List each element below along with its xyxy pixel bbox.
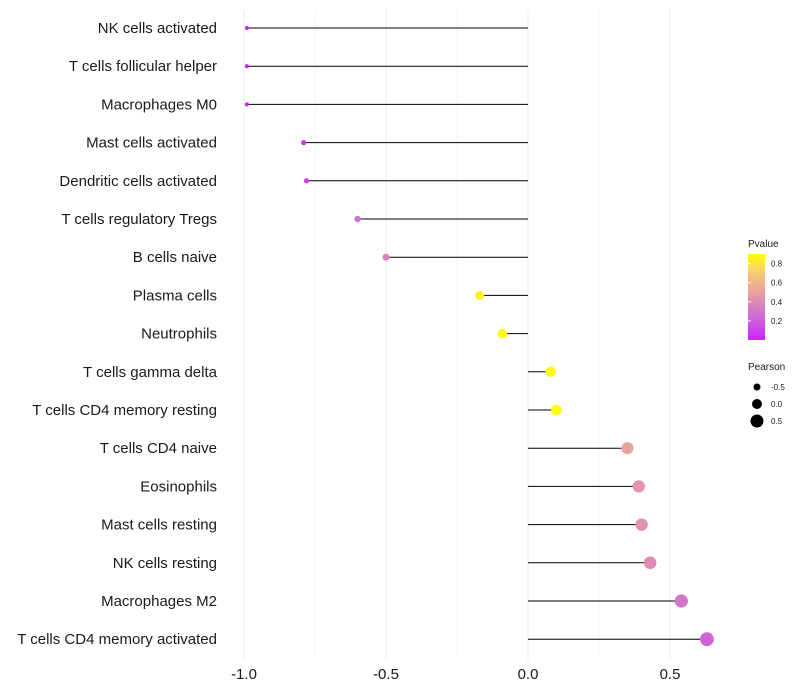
point-1 [244, 64, 249, 69]
pvalue-legend: Pvalue 0.8 0.6 0.4 0.2 [748, 239, 783, 340]
pearson-legend-title: Pearson [748, 362, 785, 373]
y-label-1: T cells follicular helper [69, 58, 217, 75]
y-label-13: Mast cells resting [101, 517, 217, 534]
point-2 [244, 102, 249, 107]
pearson-legend-label-1: 0.0 [771, 400, 783, 409]
y-label-16: T cells CD4 memory activated [17, 631, 217, 648]
pearson-legend-key-2 [750, 414, 764, 428]
x-tick-label-2: 0.0 [518, 666, 539, 683]
y-label-9: T cells gamma delta [83, 364, 218, 381]
point-15 [674, 594, 688, 608]
x-axis-ticks: -1.0 -0.5 0.0 0.5 [231, 666, 680, 683]
y-label-0: NK cells activated [98, 20, 217, 37]
y-label-11: T cells CD4 naive [100, 440, 217, 457]
y-label-3: Mast cells activated [86, 135, 217, 152]
point-14 [643, 556, 657, 570]
point-3 [301, 139, 307, 146]
y-label-4: Dendritic cells activated [59, 173, 217, 190]
y-label-10: T cells CD4 memory resting [32, 402, 217, 419]
point-9 [545, 366, 556, 378]
y-label-7: Plasma cells [133, 287, 217, 304]
point-16 [700, 632, 714, 647]
pearson-legend-key-1 [752, 399, 762, 409]
pearson-legend-key-0 [753, 383, 761, 391]
y-label-12: Eosinophils [140, 478, 217, 495]
gridlines [243, 10, 671, 660]
y-label-2: Macrophages M0 [101, 96, 217, 113]
point-0 [244, 25, 249, 31]
point-7 [475, 290, 485, 300]
x-tick-label-3: 0.5 [660, 666, 681, 683]
y-label-14: NK cells resting [113, 555, 217, 572]
lollipop-points [244, 25, 714, 647]
point-11 [621, 442, 634, 455]
pvalue-legend-label-1: 0.6 [771, 279, 783, 288]
pearson-legend-label-2: 0.5 [771, 417, 783, 426]
point-13 [635, 518, 648, 531]
pvalue-legend-label-3: 0.2 [771, 317, 783, 326]
point-10 [551, 404, 562, 416]
point-4 [303, 178, 310, 184]
x-tick-label-0: -1.0 [231, 666, 257, 683]
y-label-6: B cells naive [133, 249, 217, 266]
y-axis-labels: NK cells activated T cells follicular hel… [17, 20, 217, 648]
point-8 [497, 328, 508, 339]
point-12 [632, 480, 645, 493]
pvalue-legend-title: Pvalue [748, 239, 779, 250]
y-label-8: Neutrophils [141, 326, 217, 343]
point-6 [382, 253, 390, 261]
pvalue-legend-label-2: 0.4 [771, 298, 783, 307]
pvalue-legend-label-0: 0.8 [771, 260, 783, 269]
pearson-legend: Pearson -0.5 0.0 0.5 [748, 362, 785, 428]
pearson-legend-label-0: -0.5 [771, 383, 785, 392]
y-label-5: T cells regulatory Tregs [61, 211, 217, 228]
point-5 [354, 215, 361, 223]
pvalue-colorbar [748, 254, 765, 340]
x-tick-label-1: -0.5 [373, 666, 399, 683]
y-label-15: Macrophages M2 [101, 593, 217, 610]
lollipop-segments [246, 27, 707, 640]
